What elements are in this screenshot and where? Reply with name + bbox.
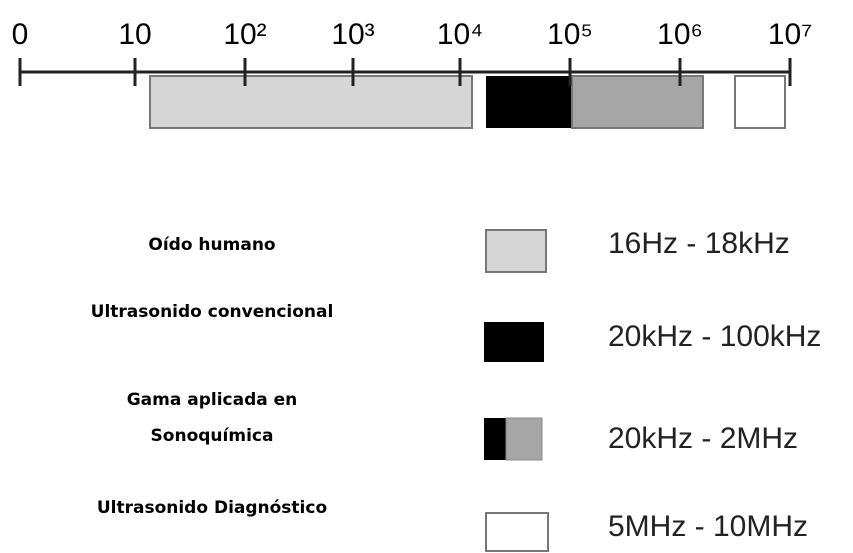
scale-bars bbox=[149, 75, 786, 129]
bar-diagnostic bbox=[734, 75, 786, 129]
swatch bbox=[485, 512, 549, 552]
legend-label: Gama aplicada en bbox=[127, 390, 298, 410]
legend-label: Oído humano bbox=[148, 235, 275, 255]
legend-label: Ultrasonido Diagnóstico bbox=[97, 498, 327, 518]
bar-human bbox=[149, 75, 473, 129]
tick-label: 10⁴ bbox=[437, 18, 483, 51]
tick-label: 10⁷ bbox=[768, 18, 812, 51]
legend-range: 20kHz - 100kHz bbox=[608, 320, 821, 353]
bar-sonochem bbox=[571, 75, 704, 129]
swatch bbox=[484, 418, 506, 460]
legend-range: 16Hz - 18kHz bbox=[608, 227, 790, 260]
legend-label: Ultrasonido convencional bbox=[91, 302, 334, 322]
tick-label: 10³ bbox=[331, 18, 374, 51]
tick-label: 10⁵ bbox=[547, 18, 593, 51]
swatch bbox=[485, 229, 547, 273]
legend-range: 20kHz - 2MHz bbox=[608, 422, 798, 455]
tick-label: 0 bbox=[12, 18, 29, 51]
legend-label: Sonoquímica bbox=[151, 426, 274, 446]
tick-label: 10 bbox=[118, 18, 151, 51]
legend: Oído humano 16Hz - 18kHz Ultrasonido conve… bbox=[91, 227, 821, 552]
tick-label: 10⁶ bbox=[657, 18, 703, 51]
bar-conventional bbox=[486, 76, 572, 128]
ticks: 0 10 10² 10³ 10⁴ 10⁵ 10⁶ 10⁷ bbox=[12, 18, 812, 86]
swatch bbox=[484, 322, 544, 362]
tick-label: 10² bbox=[223, 18, 266, 51]
legend-range: 5MHz - 10MHz bbox=[608, 510, 808, 543]
swatch bbox=[505, 417, 543, 461]
